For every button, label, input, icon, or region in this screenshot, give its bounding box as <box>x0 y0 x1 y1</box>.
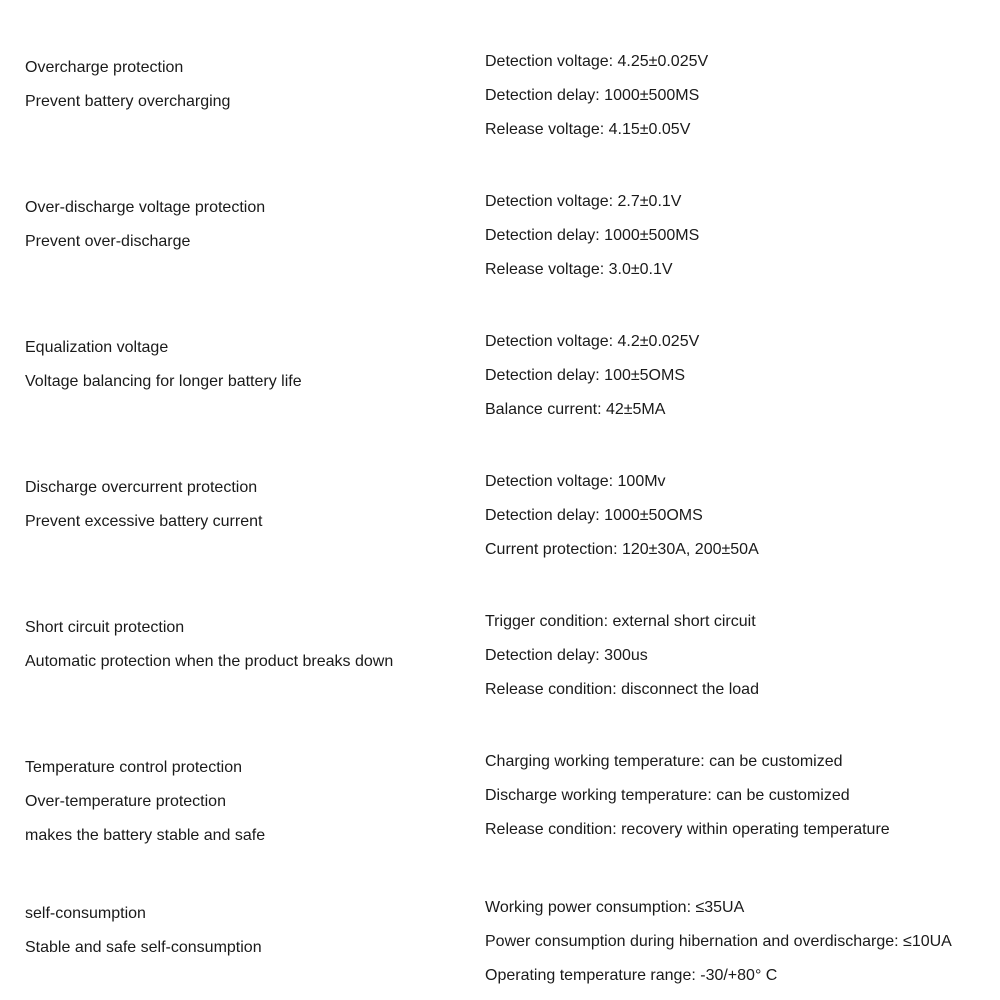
right-col: Detection voltage: 100Mv Detection delay… <box>485 470 975 562</box>
spec-param: Trigger condition: external short circui… <box>485 610 975 634</box>
spec-param: Detection voltage: 4.25±0.025V <box>485 50 975 74</box>
spec-param: Balance current: 42±5MA <box>485 398 975 422</box>
right-col: Detection voltage: 4.25±0.025V Detection… <box>485 50 975 142</box>
right-col: Detection voltage: 2.7±0.1V Detection de… <box>485 190 975 282</box>
right-col: Detection voltage: 4.2±0.025V Detection … <box>485 330 975 422</box>
left-col: Discharge overcurrent protection Prevent… <box>25 470 485 534</box>
spec-row-short-circuit: Short circuit protection Automatic prote… <box>25 610 975 702</box>
left-col: Over-discharge voltage protection Preven… <box>25 190 485 254</box>
spec-row-equalization: Equalization voltage Voltage balancing f… <box>25 330 975 422</box>
spec-row-overdischarge: Over-discharge voltage protection Preven… <box>25 190 975 282</box>
spec-param: Discharge working temperature: can be cu… <box>485 784 975 808</box>
spec-title: Equalization voltage <box>25 336 485 360</box>
spec-desc: makes the battery stable and safe <box>25 824 485 848</box>
left-col: Temperature control protection Over-temp… <box>25 750 485 848</box>
spec-param: Detection voltage: 4.2±0.025V <box>485 330 975 354</box>
spec-desc: Prevent over-discharge <box>25 230 485 254</box>
spec-param: Release condition: recovery within opera… <box>485 818 975 842</box>
spec-row-discharge-overcurrent: Discharge overcurrent protection Prevent… <box>25 470 975 562</box>
spec-desc: Over-temperature protection <box>25 790 485 814</box>
spec-title: Short circuit protection <box>25 616 485 640</box>
spec-row-self-consumption: self-consumption Stable and safe self-co… <box>25 896 975 988</box>
spec-param: Detection voltage: 100Mv <box>485 470 975 494</box>
spec-param: Charging working temperature: can be cus… <box>485 750 975 774</box>
spec-param: Detection delay: 1000±500MS <box>485 224 975 248</box>
right-col: Charging working temperature: can be cus… <box>485 750 975 842</box>
left-col: Overcharge protection Prevent battery ov… <box>25 50 485 114</box>
spec-desc: Prevent battery overcharging <box>25 90 485 114</box>
spec-param: Working power consumption: ≤35UA <box>485 896 975 920</box>
spec-desc: Prevent excessive battery current <box>25 510 485 534</box>
spec-param: Current protection: 120±30A, 200±50A <box>485 538 975 562</box>
spec-table: Overcharge protection Prevent battery ov… <box>25 50 975 988</box>
spec-param: Release voltage: 3.0±0.1V <box>485 258 975 282</box>
spec-param: Release voltage: 4.15±0.05V <box>485 118 975 142</box>
spec-desc: Voltage balancing for longer battery lif… <box>25 370 485 394</box>
spec-param: Detection delay: 300us <box>485 644 975 668</box>
left-col: Equalization voltage Voltage balancing f… <box>25 330 485 394</box>
spec-desc: Automatic protection when the product br… <box>25 650 485 674</box>
spec-row-temperature: Temperature control protection Over-temp… <box>25 750 975 848</box>
spec-param: Detection delay: 100±5OMS <box>485 364 975 388</box>
spec-title: Discharge overcurrent protection <box>25 476 485 500</box>
right-col: Trigger condition: external short circui… <box>485 610 975 702</box>
spec-desc: Stable and safe self-consumption <box>25 936 485 960</box>
spec-param: Release condition: disconnect the load <box>485 678 975 702</box>
spec-param: Detection delay: 1000±50OMS <box>485 504 975 528</box>
spec-param: Power consumption during hibernation and… <box>485 930 975 954</box>
spec-title: Over-discharge voltage protection <box>25 196 485 220</box>
spec-param: Detection voltage: 2.7±0.1V <box>485 190 975 214</box>
right-col: Working power consumption: ≤35UA Power c… <box>485 896 975 988</box>
spec-title: Overcharge protection <box>25 56 485 80</box>
spec-param: Operating temperature range: -30/+80° C <box>485 964 975 988</box>
spec-title: self-consumption <box>25 902 485 926</box>
left-col: self-consumption Stable and safe self-co… <box>25 896 485 960</box>
left-col: Short circuit protection Automatic prote… <box>25 610 485 674</box>
spec-param: Detection delay: 1000±500MS <box>485 84 975 108</box>
spec-title: Temperature control protection <box>25 756 485 780</box>
spec-row-overcharge: Overcharge protection Prevent battery ov… <box>25 50 975 142</box>
